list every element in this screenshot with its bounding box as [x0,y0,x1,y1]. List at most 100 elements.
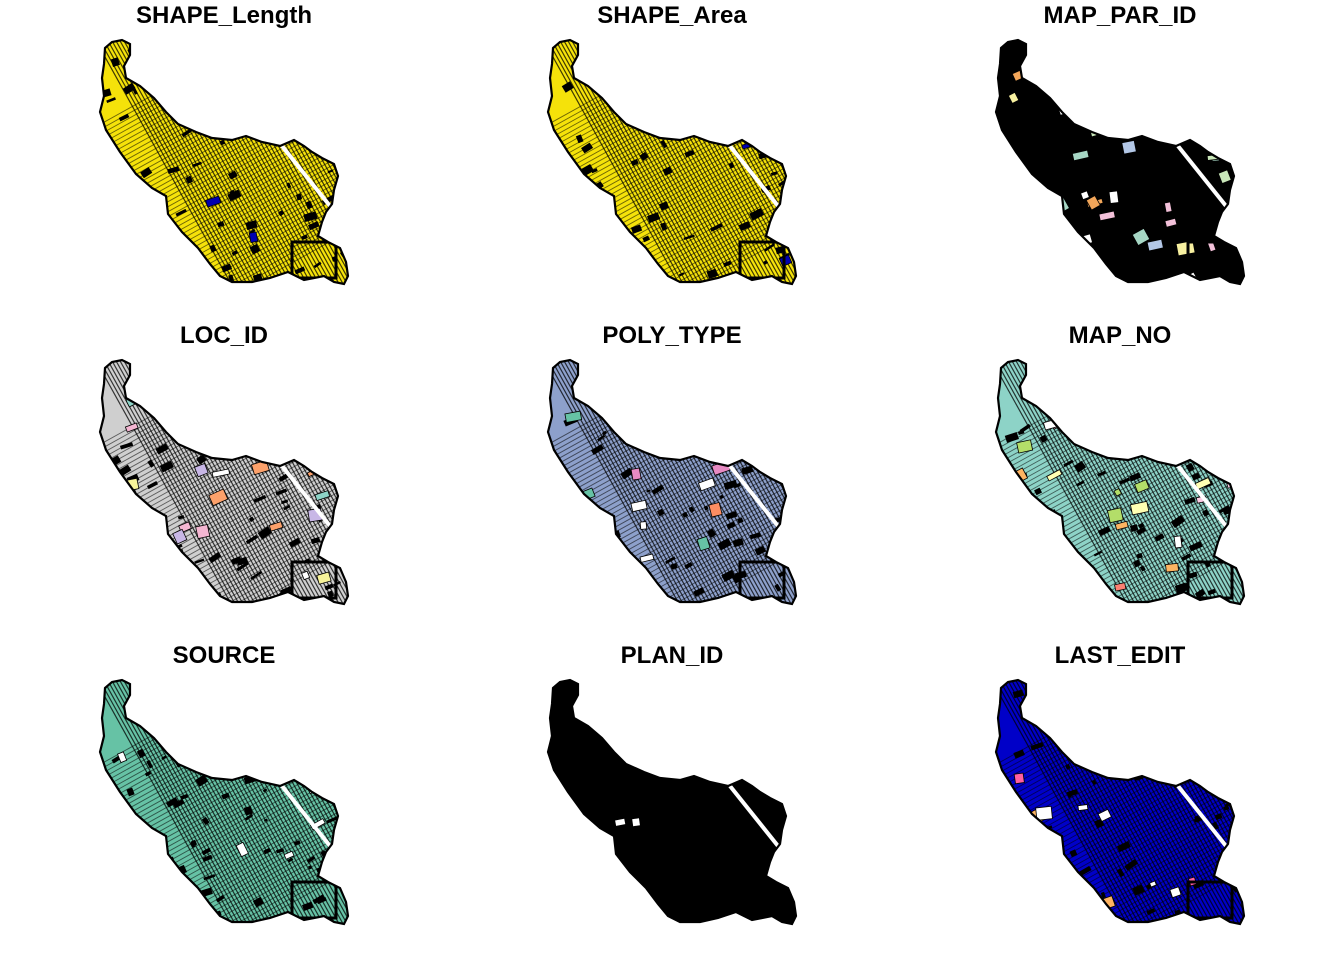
parcel-highlight [1141,750,1149,761]
parcel-block [708,738,717,748]
parcel-line [1241,680,1244,924]
parcel-block [274,728,283,735]
parcel-block [1116,248,1127,257]
parcel-line [1250,670,1344,940]
parcel-line [548,174,796,284]
parcel-highlight [316,571,332,585]
parcel-block [1010,260,1018,268]
parcel-line [1233,360,1244,604]
parcel-block [579,706,590,714]
parcel-line [100,499,348,604]
parcel-highlight [218,381,229,390]
parcel-highlight [1013,772,1025,785]
map-svg [546,38,798,286]
parcel-block [774,214,786,225]
parcel-block [146,759,154,769]
parcel-highlight [1173,535,1183,549]
parcel-block [288,537,301,548]
parcel-block [203,409,209,416]
parcel-line [366,350,448,620]
parcel-block [178,698,186,703]
parcel-block [1188,541,1203,552]
parcel-line [996,849,1244,924]
parcel-block [326,716,336,723]
parcel-block [1234,465,1241,475]
parcel-block [1191,472,1201,481]
parcel-block [1079,865,1092,876]
parcel-block [1223,805,1230,811]
parcel-block [572,268,584,277]
parcel-highlight [580,898,594,912]
parcel-block [587,546,595,553]
parcel-block [245,220,258,231]
parcel-line [100,680,249,924]
parcel-line [1246,670,1344,940]
parcel-block [784,724,796,735]
parcel-block [749,208,765,221]
parcel-block [650,711,661,721]
parcel-block [198,406,209,416]
parcel-block [737,517,744,524]
parcel-line [100,174,348,284]
parcel-highlight [301,570,311,581]
parcel-block [1129,524,1139,532]
parcel-block [608,49,613,54]
road-feature [728,144,780,208]
parcel-highlight [1113,487,1123,497]
parcel-block [1064,128,1076,135]
parcel-block [719,835,725,842]
parcel-block [1206,119,1216,126]
parcel-block [116,533,125,540]
parcel-block [300,125,306,130]
parcel-block [732,726,745,735]
map-panel: POLY_TYPE [448,320,896,640]
map-svg [994,358,1246,606]
parcel-line [789,360,796,604]
parcel-block [564,741,574,748]
parcel-line [996,174,1244,284]
parcel-block [684,561,693,570]
parcel-block [1177,442,1190,452]
parcel-highlight [1122,101,1131,113]
district-outline [98,678,350,926]
parcel-block [316,503,322,509]
parcel-block [1218,505,1230,514]
parcel-block [1004,431,1019,443]
parcel-block [294,266,306,275]
parcel-highlight [208,488,229,507]
parcel-block [172,70,181,78]
parcel-block [641,704,647,711]
parcel-line [548,184,796,284]
parcel-block [571,563,578,570]
parcel-block [303,211,318,223]
parcel-block [709,223,723,232]
panel-title: MAP_PAR_ID [1043,2,1197,29]
parcel-line [1233,40,1244,284]
parcel-block [997,844,1010,855]
parcel-block [773,869,782,877]
parcel-block [215,894,225,903]
parcel-block [678,896,693,908]
parcel-block [1084,136,1097,147]
parcel-block [330,74,339,84]
parcel-line [1237,360,1244,604]
parcel-block [1016,250,1023,258]
parcel-block [1033,534,1043,543]
parcel-block [726,521,736,530]
parcel-block [597,434,606,442]
parcel-block [688,506,695,513]
parcel-line [100,839,348,924]
parcel-line [329,680,348,924]
parcel-line [996,494,1244,604]
parcel-block [732,538,744,548]
parcel-block [210,80,222,91]
parcel-line [996,680,1137,924]
parcel-block [313,261,322,269]
parcel-block [646,749,659,758]
parcel-block [230,87,243,97]
parcel-block [1035,849,1049,860]
parcel-block [1116,841,1131,853]
parcel-line [548,360,697,604]
parcel-highlight [149,515,168,529]
parcel-block [646,690,660,703]
